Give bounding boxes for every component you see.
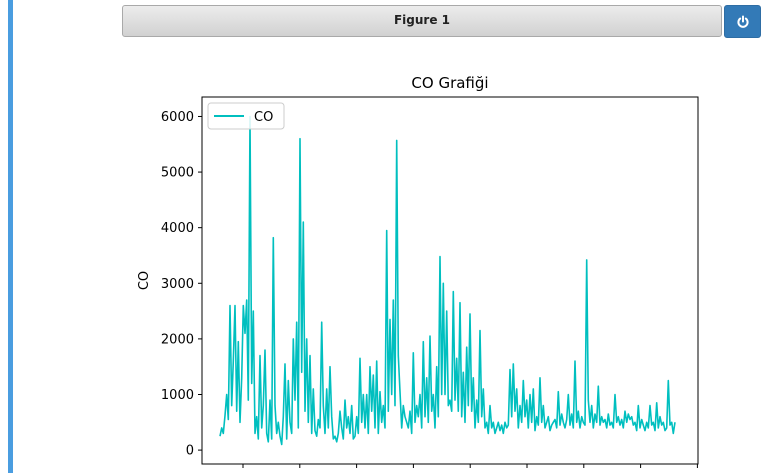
legend-box: [207, 102, 285, 130]
y-tick-label: 0: [186, 444, 194, 459]
notebook-cell-indicator: [8, 0, 13, 473]
series-line-co: [219, 115, 676, 446]
y-tick-label: 4000: [161, 221, 194, 236]
legend-label: CO: [254, 110, 273, 125]
y-tick-label: 5000: [161, 166, 194, 181]
figure-title-bar: Figure 1: [122, 5, 722, 37]
y-tick-label: 2000: [161, 332, 194, 347]
power-icon: [737, 15, 749, 28]
chart-title: CO Grafiği: [411, 74, 488, 92]
close-figure-button[interactable]: [724, 5, 761, 38]
plot-frame: [201, 96, 699, 465]
y-tick-label: 3000: [161, 277, 194, 292]
figure-title: Figure 1: [393, 13, 451, 27]
y-axis-label: CO: [137, 271, 152, 290]
y-tick-label: 6000: [161, 110, 194, 125]
y-tick-label: 1000: [161, 388, 194, 403]
